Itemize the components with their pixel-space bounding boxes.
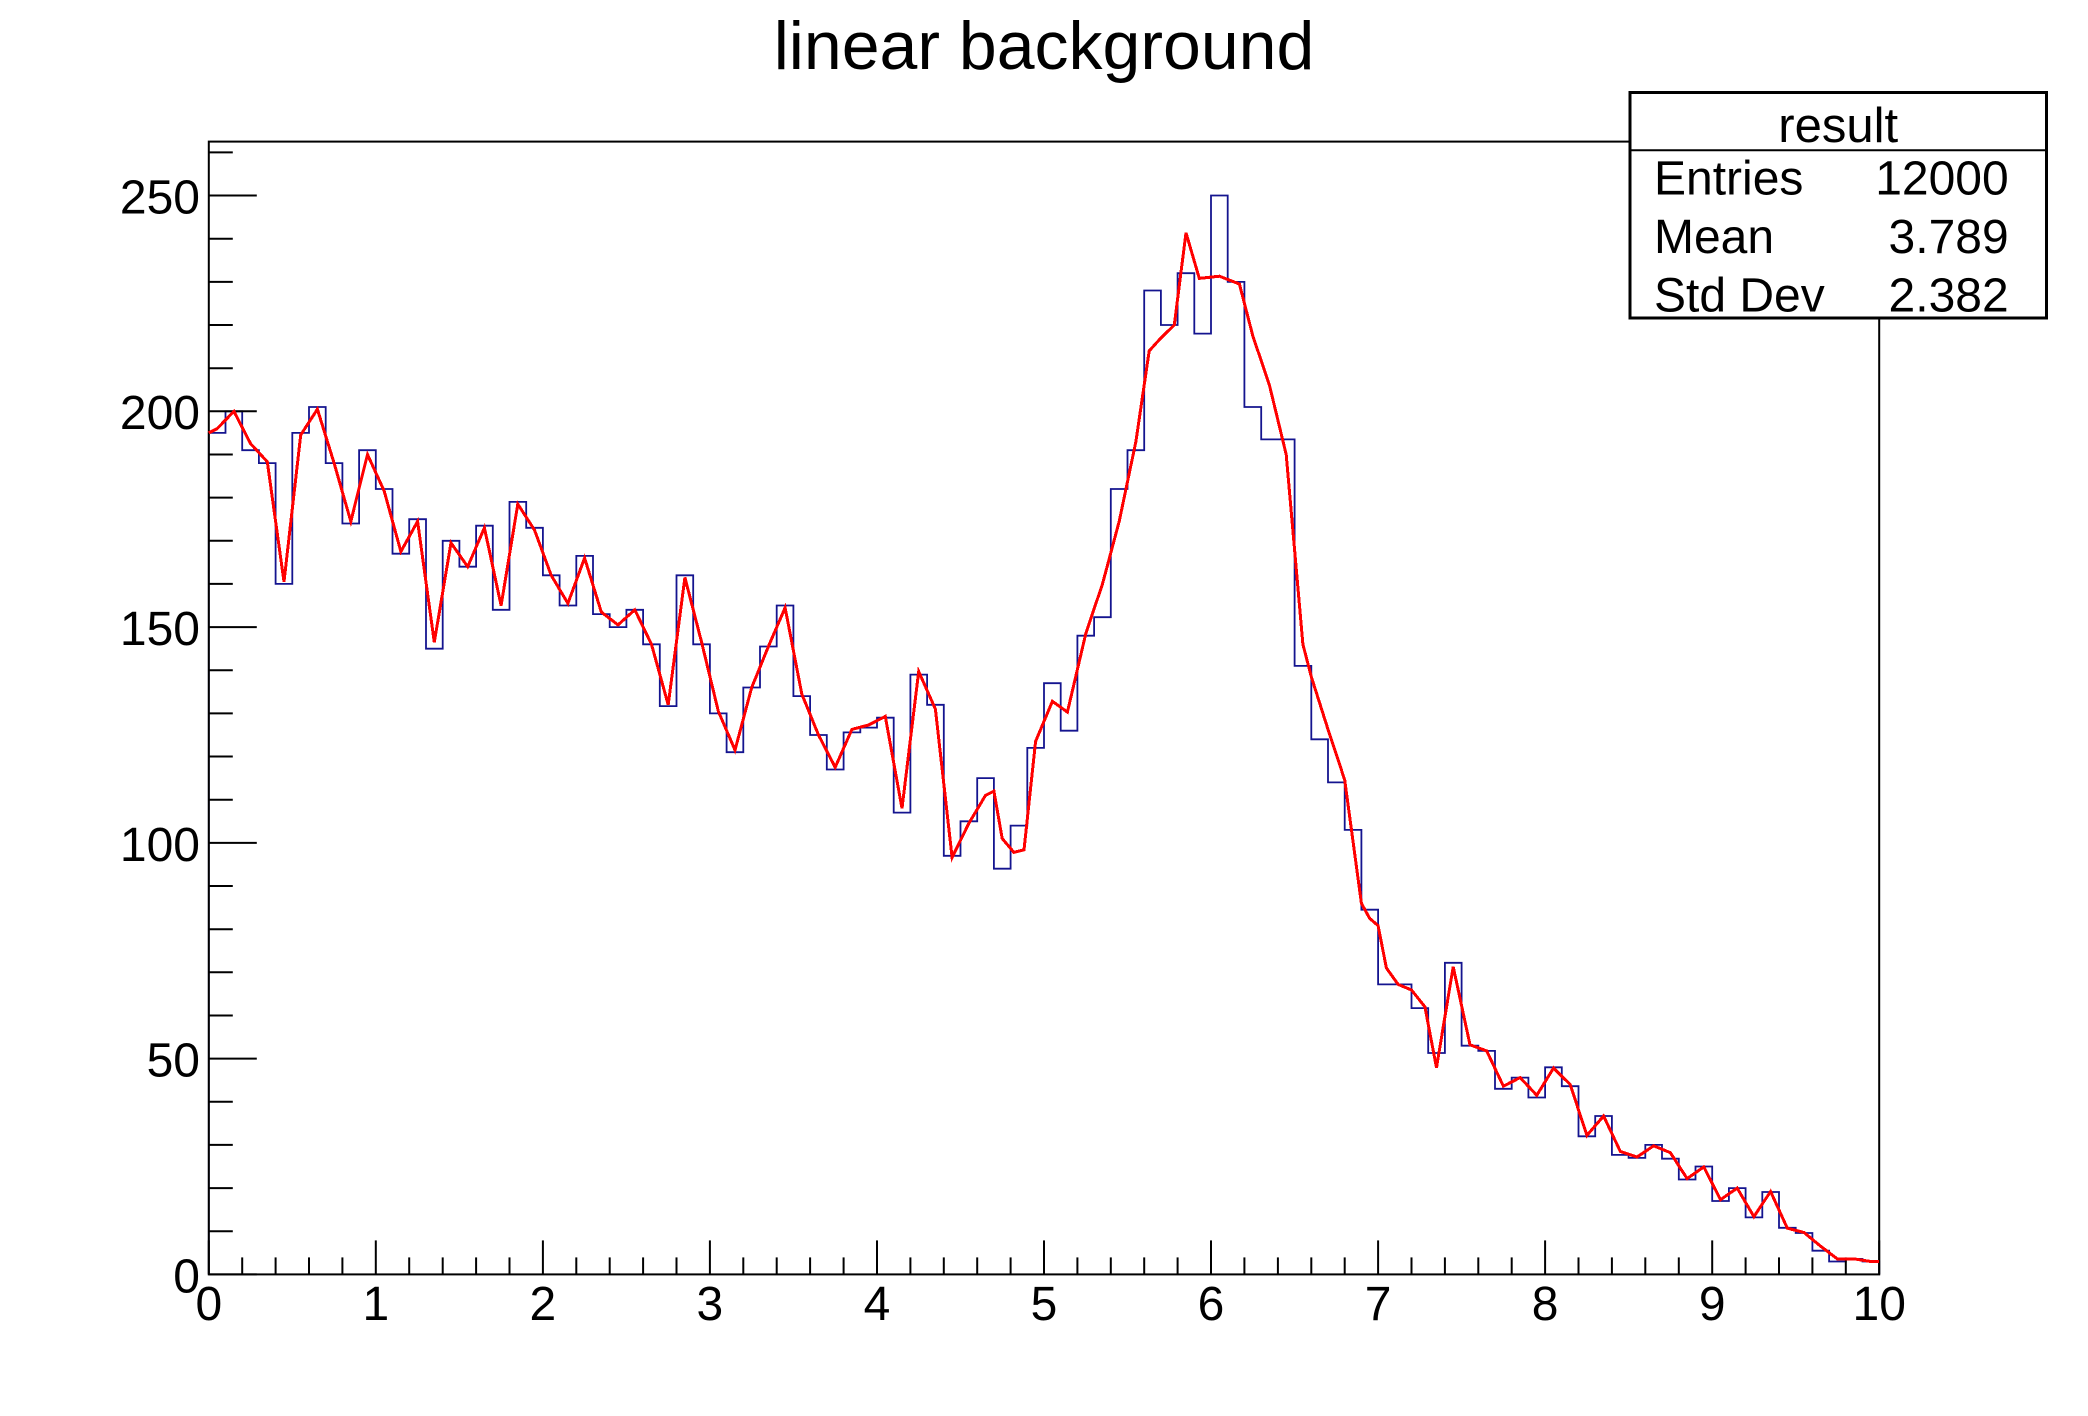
svg-text:2.382: 2.382 [1889, 270, 2022, 323]
svg-text:4: 4 [864, 1278, 891, 1331]
svg-text:12000: 12000 [1875, 152, 2022, 205]
svg-text:1: 1 [362, 1278, 389, 1331]
svg-text:50: 50 [147, 1035, 200, 1088]
svg-text:10: 10 [1853, 1278, 1906, 1331]
svg-text:0: 0 [195, 1278, 222, 1331]
svg-text:7: 7 [1365, 1278, 1392, 1331]
svg-text:0: 0 [173, 1250, 200, 1303]
svg-text:Entries: Entries [1654, 152, 1817, 205]
svg-text:linear background: linear background [774, 8, 1315, 84]
svg-text:200: 200 [120, 387, 200, 440]
svg-text:5: 5 [1031, 1278, 1058, 1331]
svg-text:9: 9 [1699, 1278, 1726, 1331]
svg-text:result: result [1778, 99, 1898, 153]
svg-text:Std Dev: Std Dev [1654, 270, 1838, 323]
svg-text:3: 3 [697, 1278, 724, 1331]
svg-text:3.789: 3.789 [1889, 211, 2022, 264]
svg-text:6: 6 [1198, 1278, 1225, 1331]
svg-text:Mean: Mean [1654, 211, 1787, 264]
svg-text:150: 150 [120, 603, 200, 656]
svg-text:250: 250 [120, 171, 200, 224]
svg-text:2: 2 [530, 1278, 557, 1331]
svg-text:100: 100 [120, 819, 200, 872]
svg-text:8: 8 [1532, 1278, 1559, 1331]
